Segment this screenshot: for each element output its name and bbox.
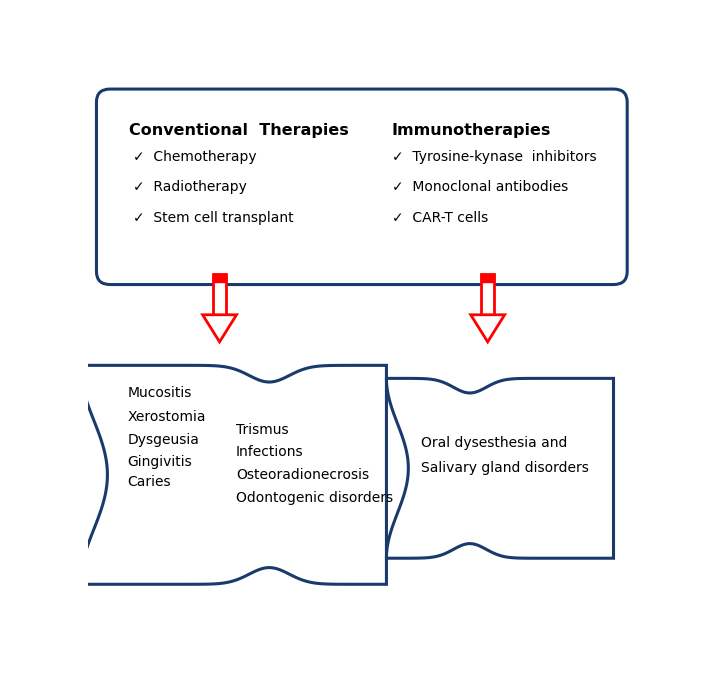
- Text: Gingivitis: Gingivitis: [128, 455, 193, 469]
- Polygon shape: [213, 274, 226, 282]
- Text: Odontogenic disorders: Odontogenic disorders: [236, 492, 393, 506]
- Text: ✓  CAR-T cells: ✓ CAR-T cells: [392, 211, 488, 225]
- Polygon shape: [481, 274, 494, 282]
- Text: ✓  Stem cell transplant: ✓ Stem cell transplant: [133, 211, 294, 225]
- Text: Caries: Caries: [128, 475, 172, 489]
- Polygon shape: [481, 274, 494, 315]
- Text: Xerostomia: Xerostomia: [128, 410, 206, 424]
- Polygon shape: [213, 274, 226, 315]
- Polygon shape: [80, 366, 386, 584]
- FancyBboxPatch shape: [97, 89, 627, 284]
- Polygon shape: [386, 378, 614, 559]
- Text: Mucositis: Mucositis: [128, 386, 192, 400]
- Text: Salivary gland disorders: Salivary gland disorders: [421, 461, 589, 475]
- Text: Immunotherapies: Immunotherapies: [392, 123, 551, 138]
- Polygon shape: [203, 315, 237, 342]
- Polygon shape: [471, 315, 505, 342]
- Text: ✓  Radiotherapy: ✓ Radiotherapy: [133, 180, 247, 194]
- Text: ✓  Tyrosine-kynase  inhibitors: ✓ Tyrosine-kynase inhibitors: [392, 150, 597, 164]
- Text: Osteoradionecrosis: Osteoradionecrosis: [236, 468, 369, 482]
- Text: ✓  Chemotherapy: ✓ Chemotherapy: [133, 150, 257, 164]
- Text: Dysgeusia: Dysgeusia: [128, 433, 200, 447]
- Text: ✓  Monoclonal antibodies: ✓ Monoclonal antibodies: [392, 180, 568, 194]
- Text: Conventional  Therapies: Conventional Therapies: [129, 123, 349, 138]
- Text: Infections: Infections: [236, 445, 304, 458]
- Text: Trismus: Trismus: [236, 422, 289, 437]
- Text: Oral dysesthesia and: Oral dysesthesia and: [421, 436, 568, 450]
